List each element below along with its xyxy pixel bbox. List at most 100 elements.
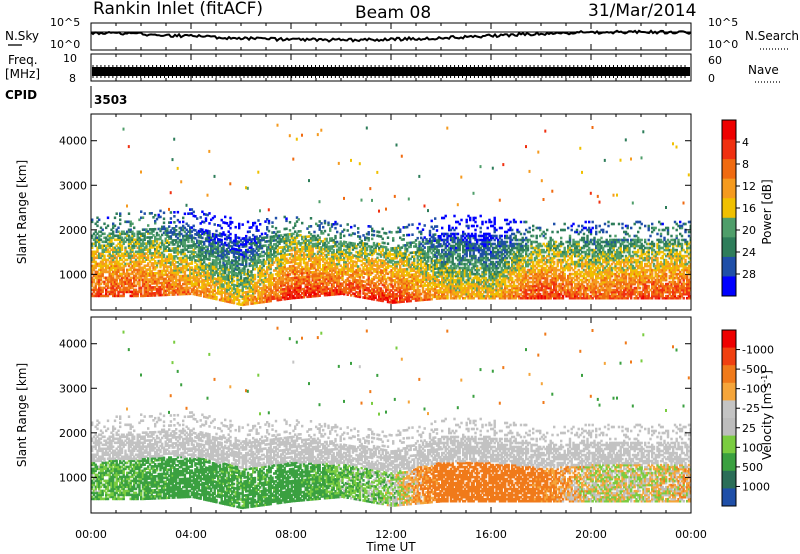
- power-cell: [301, 287, 304, 291]
- power-cell: [341, 288, 344, 291]
- power-cell: [295, 272, 299, 275]
- power-cell: [168, 253, 171, 256]
- power-cell: [106, 294, 110, 298]
- power-cell: [339, 242, 342, 245]
- power-cell: [346, 245, 349, 248]
- power-cell: [122, 242, 125, 246]
- power-cell: [427, 296, 430, 299]
- power-cell: [126, 262, 129, 266]
- power-cell: [281, 288, 285, 291]
- power-cell: [131, 234, 134, 238]
- power-cell: [136, 252, 139, 256]
- power-cell: [271, 281, 274, 285]
- power-cell: [239, 303, 243, 306]
- power-cell: [117, 286, 120, 290]
- power-cell: [262, 280, 265, 284]
- power-cell: [402, 292, 405, 295]
- power-cell: [374, 258, 377, 261]
- power-cell: [173, 251, 176, 254]
- power-cell: [362, 272, 365, 275]
- power-cell: [418, 272, 421, 276]
- power-cell: [140, 286, 143, 290]
- power-cell: [227, 278, 230, 282]
- power-cell: [406, 249, 409, 253]
- power-cell: [278, 294, 281, 298]
- power-cell: [430, 287, 433, 291]
- power-cell: [122, 232, 125, 236]
- power-cell: [201, 268, 204, 272]
- power-cell: [133, 262, 136, 266]
- power-cell: [227, 288, 230, 292]
- power-cell: [148, 278, 152, 281]
- power-cell: [390, 301, 393, 304]
- power-cell: [162, 285, 166, 289]
- power-cell: [112, 264, 115, 268]
- power-cell: [189, 262, 192, 265]
- power-cell: [204, 265, 208, 268]
- power-cell: [99, 262, 103, 266]
- power-cell: [316, 268, 320, 272]
- power-cell: [119, 272, 122, 276]
- power-cell: [224, 295, 227, 299]
- power-cell: [210, 248, 213, 252]
- power-cell: [194, 255, 197, 258]
- power-cell: [304, 237, 307, 241]
- power-cell: [259, 297, 262, 300]
- power-cell: [414, 253, 418, 256]
- power-cell: [336, 256, 339, 260]
- power-cell: [299, 252, 302, 255]
- power-cell: [138, 250, 141, 254]
- power-cell: [280, 268, 283, 271]
- power-cell: [222, 233, 225, 236]
- power-cell: [220, 232, 223, 236]
- power-cell: [372, 292, 376, 295]
- power-cell: [166, 245, 169, 248]
- power-cell: [206, 281, 209, 285]
- power-cell: [346, 291, 349, 294]
- power-cell: [285, 219, 288, 223]
- power-cell: [133, 234, 136, 238]
- power-cell: [343, 228, 346, 232]
- power-sparse-echo: [208, 149, 211, 153]
- power-cell: [416, 297, 419, 300]
- power-cell: [215, 295, 218, 299]
- power-cell: [420, 272, 423, 276]
- power-cell: [147, 268, 150, 271]
- power-cell: [374, 286, 377, 289]
- power-cell: [248, 246, 251, 249]
- power-cell: [206, 295, 209, 299]
- power-cell: [241, 283, 244, 286]
- power-cell: [336, 254, 339, 258]
- power-cell: [278, 278, 281, 282]
- power-cell: [161, 281, 164, 285]
- power-cell: [183, 288, 187, 292]
- power-cell: [259, 293, 262, 296]
- power-cell: [217, 272, 220, 275]
- power-cell: [222, 273, 225, 276]
- power-cell: [134, 268, 138, 272]
- power-cell: [182, 256, 185, 260]
- power-cell: [141, 274, 145, 278]
- power-cell: [278, 268, 281, 272]
- power-cell: [260, 268, 264, 272]
- power-cell: [339, 234, 342, 237]
- power-cell: [196, 275, 199, 279]
- power-cell: [120, 290, 124, 294]
- power-cell: [194, 261, 197, 264]
- power-cell: [94, 238, 97, 242]
- power-cell: [220, 280, 223, 284]
- power-cell: [231, 275, 234, 278]
- power-cell: [218, 260, 222, 264]
- power-cell: [290, 270, 293, 274]
- power-cell: [136, 234, 139, 238]
- power-cell: [383, 253, 386, 257]
- power-cell: [199, 222, 202, 225]
- power-cell: [313, 260, 316, 264]
- power-cell: [290, 296, 293, 300]
- power-cell: [409, 285, 412, 289]
- power-cell: [308, 273, 311, 276]
- power-cell: [280, 262, 283, 265]
- power-cell: [211, 240, 215, 244]
- power-cell: [374, 274, 377, 277]
- power-cell: [304, 285, 307, 289]
